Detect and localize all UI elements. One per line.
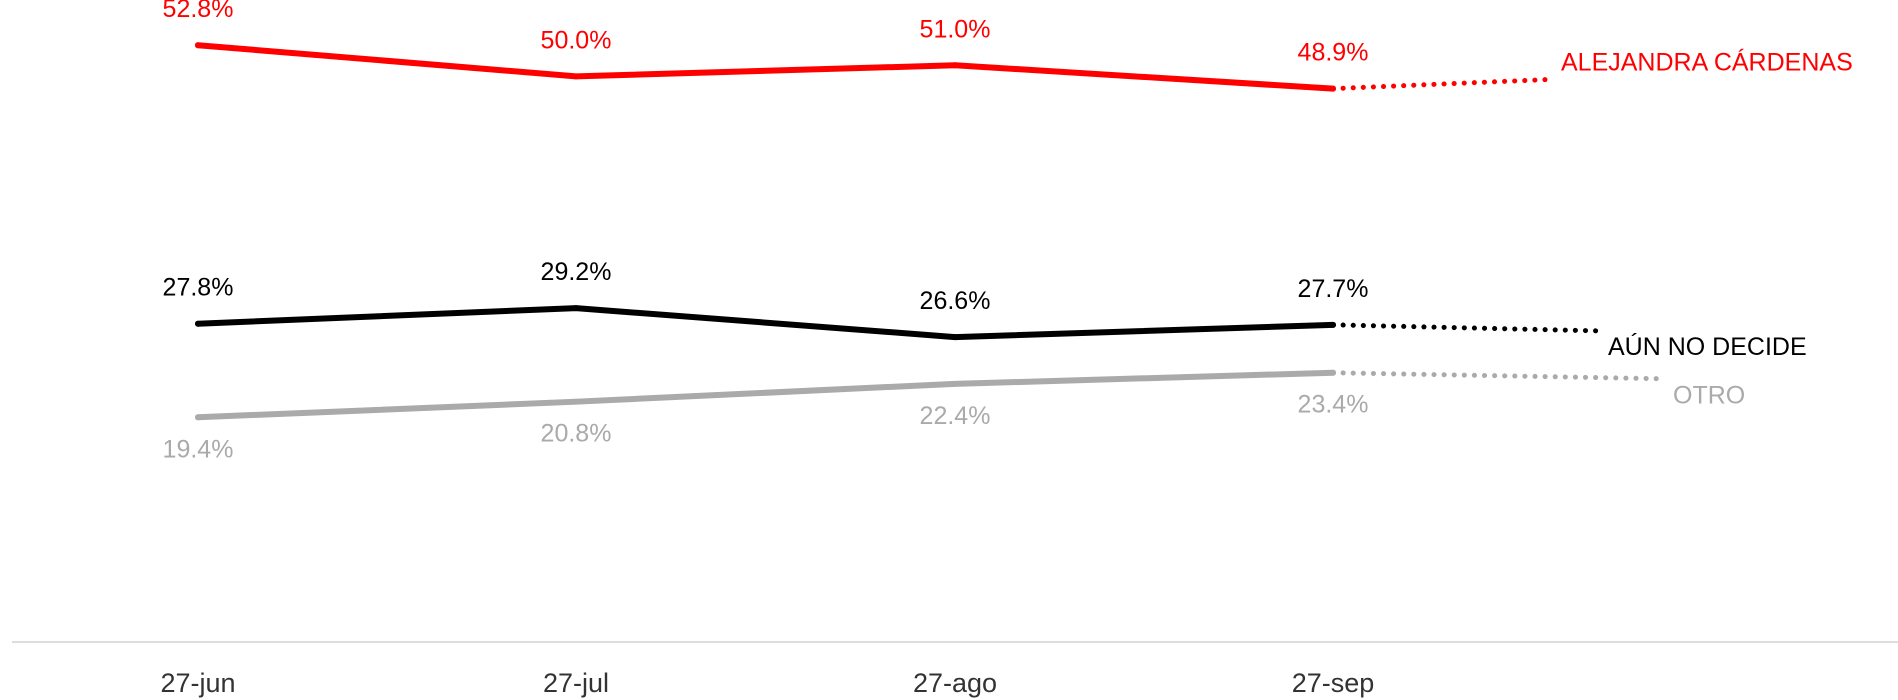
- data-point: [195, 42, 201, 49]
- data-point: [952, 380, 958, 387]
- series-name-label: ALEJANDRA CÁRDENAS: [1561, 48, 1853, 77]
- series-layer: [195, 42, 1664, 421]
- data-label: 20.8%: [541, 420, 612, 448]
- data-point: [195, 414, 201, 421]
- data-label: 22.4%: [920, 402, 991, 430]
- data-label: 48.9%: [1298, 39, 1369, 67]
- x-tick-label: 27-jun: [160, 668, 235, 698]
- series-projection: [1330, 322, 1599, 334]
- data-point: [573, 73, 579, 80]
- data-label: 50.0%: [541, 26, 612, 54]
- data-point: [573, 305, 579, 312]
- series-name-labels: ALEJANDRA CÁRDENAS AÚN NO DECIDE OTRO: [1561, 48, 1853, 410]
- x-tick-label: 27-ago: [913, 668, 997, 698]
- data-label: 26.6%: [920, 287, 991, 315]
- data-label: 27.7%: [1298, 275, 1369, 303]
- data-point: [952, 334, 958, 341]
- x-axis-tick-labels: 27-jun 27-jul 27-ago 27-sep: [160, 668, 1374, 698]
- data-point: [573, 398, 579, 405]
- series-projection: [1330, 77, 1548, 92]
- series-line: [195, 369, 1336, 421]
- data-label: 29.2%: [541, 258, 612, 286]
- series-name-label: AÚN NO DECIDE: [1608, 332, 1807, 361]
- series-name-label: OTRO: [1673, 382, 1745, 410]
- data-label: 51.0%: [920, 15, 991, 43]
- data-label: 52.8%: [163, 0, 234, 23]
- value-labels: 52.8% 50.0% 51.0% 48.9% 27.8% 29.2% 26.6% 27.7%…: [163, 0, 1369, 463]
- data-point: [952, 62, 958, 69]
- data-label: 27.8%: [163, 274, 234, 302]
- data-label: 19.4%: [163, 435, 234, 463]
- data-point: [1330, 369, 1336, 376]
- data-point: [195, 320, 201, 327]
- x-tick-label: 27-jul: [543, 668, 609, 698]
- series-line: [195, 305, 1336, 341]
- x-tick-label: 27-sep: [1292, 668, 1375, 698]
- series-line: [195, 42, 1336, 92]
- data-label: 23.4%: [1298, 391, 1369, 419]
- data-point: [1330, 321, 1336, 328]
- data-point: [1330, 85, 1336, 92]
- series-projection: [1330, 370, 1664, 382]
